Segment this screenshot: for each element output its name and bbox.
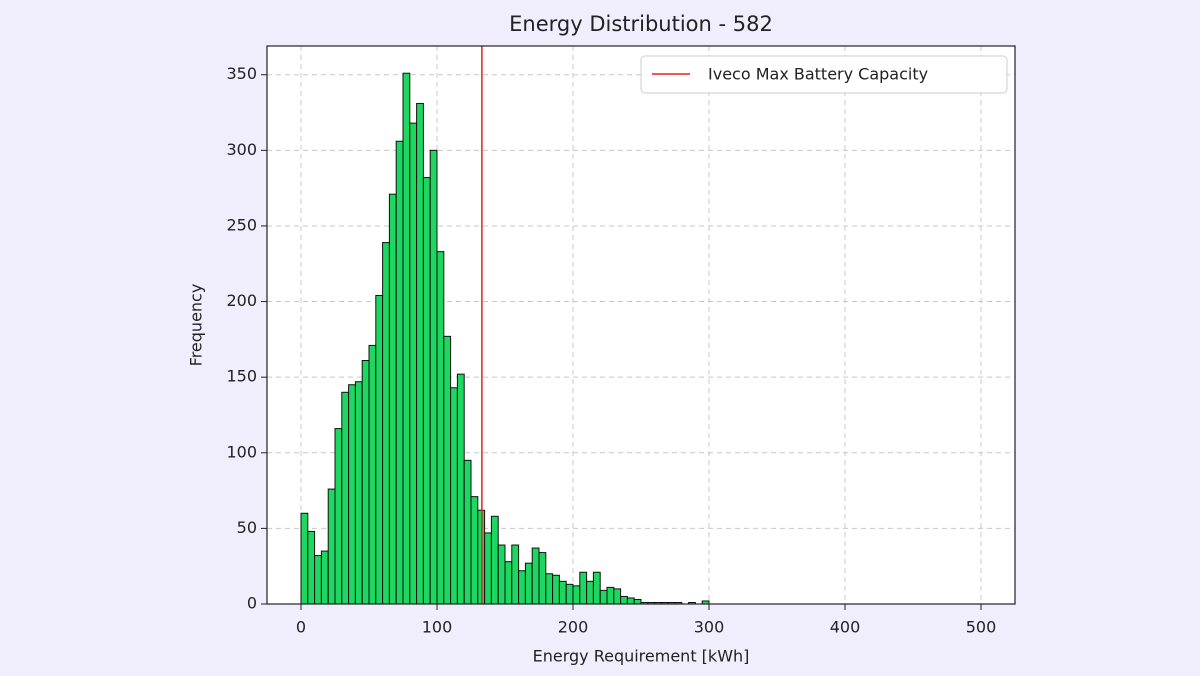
bar bbox=[518, 570, 526, 605]
y-tick-label: 200 bbox=[226, 291, 257, 310]
bar bbox=[395, 140, 404, 605]
bar bbox=[436, 251, 445, 605]
x-tick-label: 100 bbox=[422, 618, 453, 637]
bar bbox=[599, 589, 608, 605]
bar bbox=[558, 580, 567, 605]
bar bbox=[341, 391, 350, 605]
bar bbox=[606, 586, 615, 605]
bar bbox=[388, 193, 397, 605]
bar bbox=[538, 552, 547, 605]
bar bbox=[320, 550, 329, 605]
bar bbox=[592, 571, 601, 605]
bar bbox=[361, 360, 370, 605]
bar bbox=[450, 387, 458, 605]
bar bbox=[531, 547, 540, 605]
bar bbox=[354, 381, 363, 605]
plot-frame bbox=[266, 45, 1016, 605]
bar bbox=[375, 295, 384, 605]
bar bbox=[368, 344, 377, 605]
y-tick-label: 300 bbox=[226, 140, 257, 159]
bar bbox=[429, 149, 438, 605]
bar bbox=[327, 488, 336, 605]
y-tick-label: 100 bbox=[226, 442, 257, 461]
legend-box bbox=[640, 55, 1008, 94]
y-tick-label: 250 bbox=[226, 215, 257, 234]
x-tick-label: 500 bbox=[966, 618, 997, 637]
y-tick-label: 350 bbox=[226, 64, 257, 83]
bar bbox=[443, 335, 452, 605]
bar bbox=[314, 555, 322, 605]
bar bbox=[620, 595, 628, 605]
chart-title: Energy Distribution - 582 bbox=[509, 12, 773, 36]
x-tick-label: 200 bbox=[558, 618, 589, 637]
bar bbox=[490, 515, 499, 605]
bar bbox=[334, 428, 343, 605]
bar bbox=[613, 588, 622, 605]
bar bbox=[300, 512, 309, 605]
bar bbox=[545, 573, 554, 605]
bar bbox=[484, 532, 492, 605]
bar bbox=[470, 496, 479, 605]
bar bbox=[572, 585, 581, 605]
x-tick-label: 400 bbox=[830, 618, 861, 637]
bar bbox=[565, 583, 574, 605]
bar bbox=[348, 384, 356, 605]
bar bbox=[463, 459, 472, 605]
bar bbox=[504, 561, 513, 605]
bar bbox=[524, 562, 533, 605]
y-tick-label: 150 bbox=[226, 367, 257, 386]
bar bbox=[497, 544, 506, 605]
y-axis-label: Frequency bbox=[187, 284, 206, 367]
bar bbox=[626, 597, 635, 605]
bar bbox=[633, 598, 642, 605]
bar bbox=[586, 580, 594, 605]
bar bbox=[409, 122, 418, 605]
bar bbox=[382, 242, 390, 605]
x-axis-label: Energy Requirement [kWh] bbox=[533, 647, 750, 666]
bar bbox=[579, 571, 588, 605]
bar bbox=[422, 177, 431, 605]
x-tick-label: 0 bbox=[296, 618, 306, 637]
bar bbox=[416, 102, 424, 605]
bar bbox=[402, 72, 411, 605]
y-tick-label: 0 bbox=[247, 594, 257, 613]
y-tick-label: 50 bbox=[237, 518, 257, 537]
bar bbox=[552, 574, 560, 605]
bar bbox=[456, 373, 465, 605]
bar bbox=[307, 530, 316, 605]
bar bbox=[511, 544, 520, 605]
legend-label: Iveco Max Battery Capacity bbox=[708, 65, 928, 84]
x-tick-label: 300 bbox=[694, 618, 725, 637]
